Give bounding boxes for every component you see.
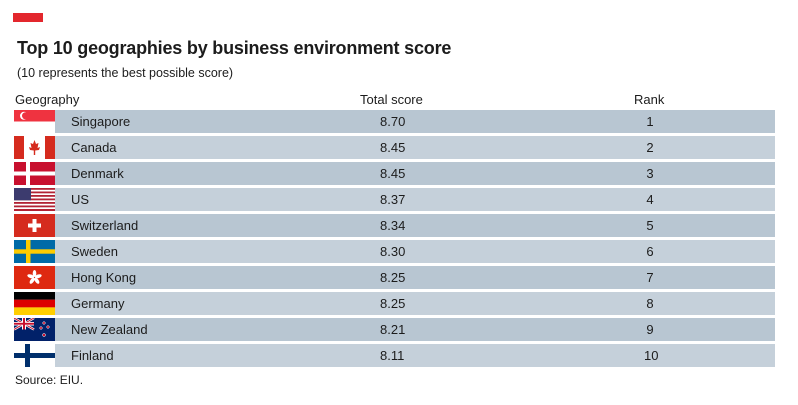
rank-cell: 1 (646, 114, 654, 129)
canada-flag-icon (14, 136, 55, 159)
table-row: Germany 8.25 8 (14, 292, 775, 315)
geography-cell: Finland (71, 348, 114, 363)
score-cell: 8.11 (380, 348, 405, 363)
score-cell: 8.34 (380, 218, 406, 233)
geography-cell: Singapore (71, 114, 131, 129)
table-row: Singapore 8.70 1 (14, 110, 775, 133)
geography-cell: Denmark (71, 166, 124, 181)
rank-cell: 9 (646, 322, 654, 337)
accent-bar (13, 13, 43, 22)
table-row: Canada 8.45 2 (14, 136, 775, 159)
ranking-table: Singapore 8.70 1 Canada 8.45 2 Denmark 8.45 3 US 8… (14, 110, 775, 370)
finland-flag-icon (14, 344, 55, 367)
table-row: Switzerland 8.34 5 (14, 214, 775, 237)
rank-cell: 3 (646, 166, 654, 181)
table-row: Sweden 8.30 6 (14, 240, 775, 263)
column-header-score: Total score (360, 92, 423, 107)
rank-cell: 10 (644, 348, 659, 363)
column-header-geography: Geography (15, 92, 80, 107)
rank-cell: 4 (646, 192, 654, 207)
geography-cell: Germany (71, 296, 125, 311)
rank-cell: 8 (646, 296, 654, 311)
score-cell: 8.37 (380, 192, 406, 207)
geography-cell: Hong Kong (71, 270, 137, 285)
rank-cell: 6 (646, 244, 654, 259)
score-cell: 8.45 (380, 166, 406, 181)
singapore-flag-icon (14, 110, 55, 133)
denmark-flag-icon (14, 162, 55, 185)
new-zealand-flag-icon (14, 318, 55, 341)
chart-subtitle: (10 represents the best possible score) (17, 66, 234, 80)
table-row: US 8.37 4 (14, 188, 775, 211)
score-cell: 8.70 (380, 114, 406, 129)
score-cell: 8.25 (380, 296, 406, 311)
column-header-rank: Rank (634, 92, 665, 107)
table-row: Hong Kong 8.25 7 (14, 266, 775, 289)
sweden-flag-icon (14, 240, 55, 263)
rank-cell: 2 (646, 140, 654, 155)
geography-cell: US (71, 192, 90, 207)
rank-cell: 7 (646, 270, 654, 285)
table-row: Denmark 8.45 3 (14, 162, 775, 185)
germany-flag-icon (14, 292, 55, 315)
rank-cell: 5 (646, 218, 654, 233)
table-row: New Zealand 8.21 9 (14, 318, 775, 341)
source-note: Source: EIU. (15, 373, 84, 387)
score-cell: 8.25 (380, 270, 406, 285)
geography-cell: Sweden (71, 244, 118, 259)
score-cell: 8.45 (380, 140, 406, 155)
score-cell: 8.30 (380, 244, 406, 259)
geography-cell: Switzerland (71, 218, 139, 233)
geography-cell: Canada (71, 140, 117, 155)
us-flag-icon (14, 188, 55, 211)
chart-title: Top 10 geographies by business environme… (17, 38, 452, 58)
hong-kong-flag-icon (14, 266, 55, 289)
switzerland-flag-icon (14, 214, 55, 237)
geography-cell: New Zealand (71, 322, 148, 337)
table-row: Finland 8.11 10 (14, 344, 775, 367)
score-cell: 8.21 (380, 322, 406, 337)
